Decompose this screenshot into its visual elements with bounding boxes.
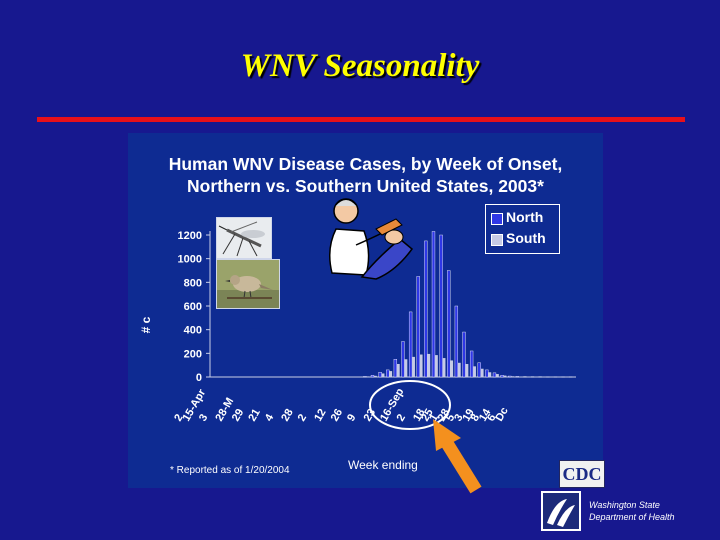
bar-north <box>386 369 390 378</box>
bar-north <box>363 376 367 378</box>
bar-north <box>424 240 428 378</box>
x-tick-label: 28 <box>279 407 296 424</box>
x-tick-label: 4 <box>263 411 277 423</box>
wa-doh-text: Washington State Department of Health <box>589 499 675 523</box>
bar-north <box>462 331 466 378</box>
x-tick-label: 3 <box>452 412 465 423</box>
bar-north <box>401 341 405 378</box>
bar-north <box>431 231 436 378</box>
x-tick-label: 26 <box>329 407 346 424</box>
chart-panel: 0 200 400 600 800 1000 1200 2 15-Apr 3 28-M 29 21 4 2… <box>128 133 603 488</box>
chart-title: Human WNV Disease Cases, by Week of Onse… <box>128 153 603 197</box>
bar-north <box>492 372 497 378</box>
bar-south <box>457 362 461 377</box>
bar-north <box>469 350 474 378</box>
bar-south <box>495 374 499 377</box>
legend: North South <box>485 204 560 254</box>
legend-label-south: South <box>506 230 546 246</box>
bar-north <box>393 359 398 378</box>
bar-south <box>389 371 393 377</box>
legend-swatch-south <box>491 234 503 246</box>
wa-doh-line-1: Washington State <box>589 500 660 510</box>
bar-south <box>465 363 469 377</box>
x-tick-label: 29 <box>230 407 247 424</box>
x-tick-label: 21 <box>246 407 263 424</box>
x-axis-label: Week ending <box>348 458 418 472</box>
bar-north <box>416 276 420 378</box>
legend-label-north: North <box>506 209 544 225</box>
y-tick-label: 400 <box>184 325 202 337</box>
x-tick-label: 12 <box>312 407 329 424</box>
y-tick-label: 1200 <box>178 230 202 242</box>
bar-south <box>442 358 446 377</box>
x-tick-label: 3 <box>197 412 210 423</box>
x-tick-label: 2 <box>296 412 309 423</box>
y-tick-label: 1000 <box>178 254 202 266</box>
chart-title-line-2: Northern vs. Southern United States, 200… <box>187 176 544 196</box>
doctor-clipart <box>329 198 414 280</box>
bar-south <box>396 363 400 377</box>
bar-north <box>508 375 512 378</box>
bar-north <box>370 375 375 378</box>
bar-north <box>485 369 489 378</box>
bird-photo <box>216 259 280 309</box>
bar-south <box>480 368 484 377</box>
bar-south <box>488 372 492 377</box>
y-tick-label: 800 <box>184 277 202 289</box>
bar-north <box>439 234 443 378</box>
bar-south <box>381 373 385 377</box>
bar-north <box>447 270 451 378</box>
x-tick-label: 8 <box>469 412 482 423</box>
bar-south <box>366 376 370 377</box>
x-tick-label: 23 <box>362 407 379 424</box>
x-tick-label: 2 <box>395 412 408 423</box>
title-divider <box>37 117 685 122</box>
bar-north <box>378 372 382 378</box>
wa-doh-logo <box>541 491 581 531</box>
bar-south <box>434 355 438 377</box>
slide-title: WNV Seasonality <box>240 48 480 84</box>
bar-south <box>419 354 423 377</box>
x-tick-label: 2 <box>172 412 185 423</box>
axes: 0 200 400 600 800 1000 1200 <box>178 230 576 384</box>
x-tick-label: 19 <box>460 407 477 424</box>
bars <box>363 231 576 378</box>
footnote: * Reported as of 1/20/2004 <box>170 465 290 476</box>
y-tick-label: 200 <box>184 348 202 360</box>
bar-north <box>454 305 459 378</box>
bar-north <box>477 362 481 378</box>
mosquito-photo <box>216 217 272 259</box>
bar-north <box>515 376 520 378</box>
x-tick-label: 6 <box>485 412 498 423</box>
bar-south <box>473 366 476 377</box>
bar-south <box>373 375 377 377</box>
y-tick-label: 600 <box>184 301 202 313</box>
bar-south <box>503 375 507 377</box>
y-tick-label: 0 <box>196 372 202 384</box>
bar-south <box>412 356 415 377</box>
wa-doh-line-2: Department of Health <box>589 512 675 522</box>
bar-north <box>500 375 504 378</box>
x-tick-label: 9 <box>345 412 358 423</box>
chart-title-line-1: Human WNV Disease Cases, by Week of Onse… <box>168 154 563 174</box>
bar-south <box>511 376 515 377</box>
y-axis-label: # c <box>139 316 153 333</box>
bar-south <box>404 359 408 377</box>
bar-north <box>408 311 413 378</box>
cdc-logo: CDC <box>559 460 605 488</box>
bar-south <box>427 353 431 377</box>
legend-swatch-north <box>491 213 503 225</box>
bar-south <box>450 360 454 377</box>
